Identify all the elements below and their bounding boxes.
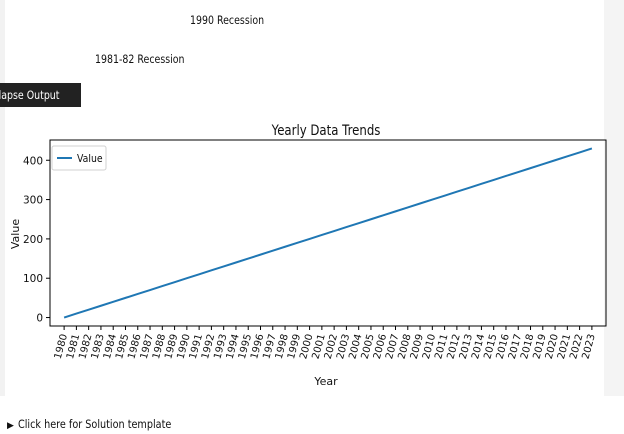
series-layer [63,147,593,319]
annotation-1981-recession: 1981-82 Recession [95,52,185,66]
x-axis-label: Year [313,375,338,388]
y-axis-label: Value [9,219,22,249]
x-axis: 1980198119821983198419851986198719881989… [53,326,598,360]
y-tick-label: 100 [23,273,43,285]
output-scrollbar[interactable] [604,0,624,396]
annotation-1990-recession: 1990 Recession [190,13,265,27]
series-line-0 [63,147,593,319]
line-chart: Yearly Data Trends 0 100 200 300 400 1980198… [9,123,607,388]
plot-frame [49,139,607,327]
legend-box [51,145,107,171]
chart-title: Yearly Data Trends [271,123,381,139]
collapse-output-tooltip[interactable]: llapse Output [0,83,82,107]
y-tick-label: 400 [23,155,43,167]
y-axis: 0 100 200 300 400 [23,155,50,325]
collapse-output-label: llapse Output [0,88,60,102]
output-left-rail [0,0,5,396]
solution-template-toggle[interactable]: ▶ Click here for Solution template [7,417,200,431]
caret-right-icon: ▶ [7,421,14,431]
y-tick-label: 0 [36,313,43,325]
legend: Value [51,145,107,171]
legend-label: Value [77,153,103,165]
solution-template-label: Click here for Solution template [17,417,172,431]
y-tick-label: 200 [23,234,43,246]
y-tick-label: 300 [23,195,43,207]
